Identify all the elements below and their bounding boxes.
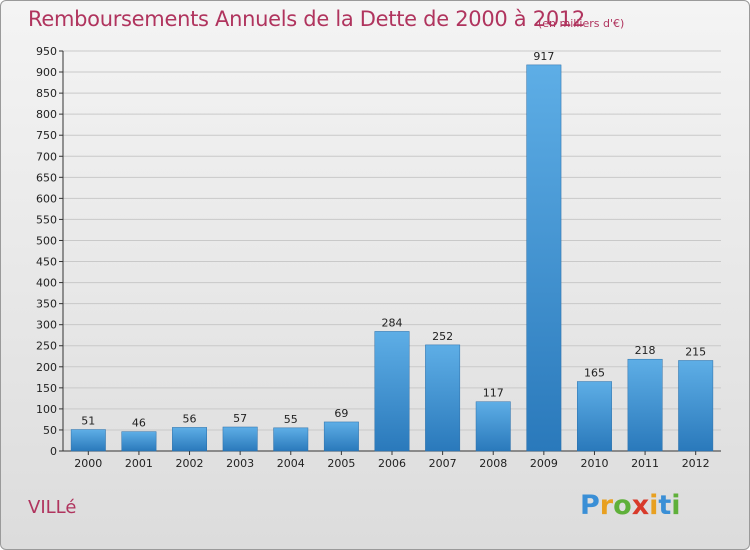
logo-letter: i	[649, 490, 659, 521]
data-label: 69	[334, 407, 348, 420]
logo-letter: o	[613, 490, 632, 521]
x-tick-label: 2002	[176, 457, 204, 470]
logo-letter: P	[580, 490, 600, 521]
data-label: 284	[382, 316, 403, 329]
data-label: 57	[233, 412, 247, 425]
data-label: 215	[685, 345, 706, 358]
x-tick-label: 2006	[378, 457, 406, 470]
data-label: 917	[533, 50, 554, 63]
y-tick-label: 100	[36, 403, 57, 416]
bar	[577, 381, 612, 452]
data-label: 117	[483, 387, 504, 400]
y-tick-label: 600	[36, 192, 57, 205]
y-tick-label: 300	[36, 319, 57, 332]
bar	[425, 344, 461, 452]
x-tick-label: 2001	[125, 457, 153, 470]
y-tick-label: 550	[36, 213, 57, 226]
y-tick-label: 800	[36, 108, 57, 121]
y-tick-label: 200	[36, 361, 57, 374]
bar	[678, 360, 714, 452]
y-tick-label: 50	[43, 424, 57, 437]
data-label: 51	[81, 415, 95, 428]
bar	[323, 421, 359, 452]
chart-title: Remboursements Annuels de la Dette de 20…	[28, 7, 585, 31]
y-tick-label: 250	[36, 340, 57, 353]
y-tick-label: 650	[36, 171, 57, 184]
bar	[222, 426, 258, 452]
y-tick-label: 700	[36, 150, 57, 163]
logo-letter: i	[671, 490, 681, 521]
y-tick-label: 900	[36, 66, 57, 79]
y-tick-label: 350	[36, 298, 57, 311]
y-tick-label: 150	[36, 382, 57, 395]
data-label: 218	[635, 344, 656, 357]
y-tick-label: 750	[36, 129, 57, 142]
bar	[526, 64, 562, 452]
x-tick-label: 2011	[631, 457, 659, 470]
y-tick-label: 0	[50, 445, 57, 458]
y-tick-label: 500	[36, 234, 57, 247]
bar	[121, 431, 157, 452]
x-tick-label: 2007	[429, 457, 457, 470]
labels: 0 50 100 150 200 250 300 350 400 450 500 550 600 650 7…	[36, 45, 710, 470]
bar	[172, 427, 207, 452]
x-tick-label: 2010	[580, 457, 608, 470]
y-tick-label: 450	[36, 256, 57, 269]
x-tick-label: 2012	[682, 457, 710, 470]
bar	[273, 427, 309, 452]
chart-subtitle: (en milliers d'€)	[538, 17, 625, 30]
x-tick-label: 2004	[277, 457, 305, 470]
bar	[374, 331, 410, 452]
bars	[70, 64, 714, 452]
logo-letter: t	[658, 490, 672, 521]
y-tick-label: 850	[36, 87, 57, 100]
y-tick-label: 950	[36, 45, 57, 58]
town-name: VILLé	[28, 497, 77, 518]
x-tick-label: 2003	[226, 457, 254, 470]
y-tick-label: 400	[36, 277, 57, 290]
bar	[475, 401, 511, 452]
logo-letter: x	[631, 490, 650, 521]
grid-lines	[63, 50, 721, 452]
x-tick-label: 2008	[479, 457, 507, 470]
data-label: 55	[284, 413, 298, 426]
bar	[70, 429, 106, 452]
proxiti-logo[interactable]: Proxiti	[580, 490, 681, 521]
data-label: 252	[432, 330, 453, 343]
data-label: 165	[584, 367, 605, 380]
x-tick-label: 2009	[530, 457, 558, 470]
data-label: 56	[183, 412, 197, 425]
x-tick-label: 2005	[327, 457, 355, 470]
x-tick-label: 2000	[74, 457, 102, 470]
bar	[627, 358, 663, 452]
logo-letter: r	[599, 490, 614, 521]
data-label: 46	[132, 417, 146, 430]
